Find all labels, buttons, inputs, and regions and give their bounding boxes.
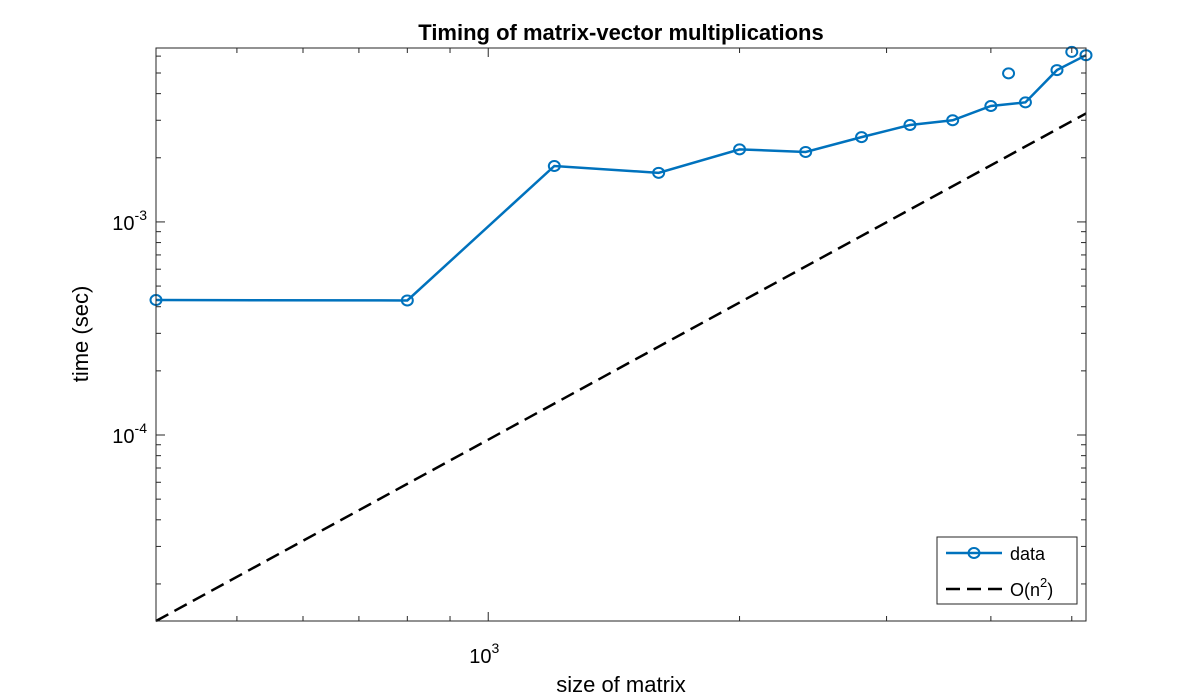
data-point (1018, 96, 1032, 109)
y-axis-label: time (sec) (68, 286, 93, 383)
data-point (733, 143, 747, 156)
data-point (1065, 45, 1079, 58)
data-point (855, 131, 869, 144)
data-point (652, 166, 666, 179)
data-series-line (155, 54, 1087, 302)
data-point (903, 119, 917, 132)
legend-on2-sup: 2 (1040, 575, 1047, 590)
plot-area (156, 48, 1086, 621)
legend-on2-label: O(n2) (1010, 575, 1053, 600)
data-point (1050, 64, 1064, 77)
data-point (946, 114, 960, 127)
legend-box (936, 536, 1078, 605)
y-tick-label: 10-4 (112, 420, 147, 448)
data-point (400, 294, 414, 307)
data-point (799, 145, 813, 158)
legend-data-marker (967, 547, 981, 559)
series-layer (149, 45, 1093, 623)
x-axis-label: size of matrix (556, 672, 686, 697)
plot-frame (155, 47, 1087, 622)
y-tick-label: 10-3 (112, 207, 147, 235)
on2-reference-line (155, 112, 1087, 623)
legend-on2-text: O(n (1010, 580, 1040, 600)
chart-title: Timing of matrix-vector multiplications (418, 20, 823, 45)
data-point (984, 99, 998, 112)
legend: data O(n2) (936, 536, 1078, 605)
data-point (547, 160, 561, 173)
data-point (1002, 67, 1016, 80)
x-tick-label: 103 (469, 640, 499, 668)
ticks-layer: 103 10-4 10-3 (112, 48, 1086, 668)
legend-data-label: data (1010, 544, 1046, 564)
legend-on2-close: ) (1047, 580, 1053, 600)
